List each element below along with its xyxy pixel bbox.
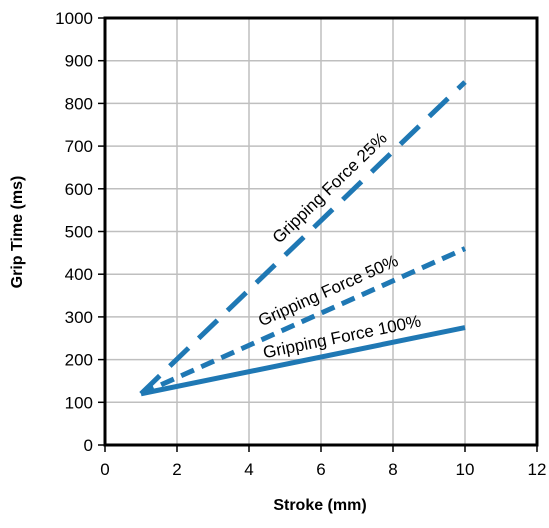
y-tick-label: 600 bbox=[65, 180, 93, 199]
series-line bbox=[140, 325, 466, 397]
plot-frame bbox=[103, 16, 539, 447]
y-tick-label: 0 bbox=[84, 436, 93, 455]
x-tick-label: 6 bbox=[316, 460, 325, 479]
series-labels: Gripping Force 25%Gripping Force 50%Grip… bbox=[255, 129, 422, 363]
y-tick-label: 1000 bbox=[55, 9, 93, 28]
y-tick-label: 300 bbox=[65, 308, 93, 327]
y-tick-label: 100 bbox=[65, 393, 93, 412]
x-tick-label: 8 bbox=[388, 460, 397, 479]
y-tick-label: 700 bbox=[65, 137, 93, 156]
y-tick-label: 200 bbox=[65, 351, 93, 370]
y-tick-labels: 0 100 200 300 400 500 600 700 800 900 1000 bbox=[55, 9, 93, 455]
y-tick-label: 500 bbox=[65, 223, 93, 242]
x-tick-label: 0 bbox=[100, 460, 109, 479]
x-tick-label: 4 bbox=[244, 460, 253, 479]
x-axis-title: Stroke (mm) bbox=[273, 497, 366, 514]
y-tick-label: 800 bbox=[65, 94, 93, 113]
series-line bbox=[139, 246, 467, 397]
x-tick-labels: 0 2 4 6 8 10 12 bbox=[100, 460, 546, 479]
y-tick-label: 400 bbox=[65, 265, 93, 284]
x-tick-label: 12 bbox=[528, 460, 547, 479]
series-label: Gripping Force 50% bbox=[255, 251, 401, 330]
y-tick-label: 900 bbox=[65, 52, 93, 71]
y-axis-title: Grip Time (ms) bbox=[9, 176, 26, 289]
series-lines bbox=[139, 80, 467, 397]
x-tick-label: 10 bbox=[456, 460, 475, 479]
series-line bbox=[139, 80, 467, 396]
x-tick-label: 2 bbox=[172, 460, 181, 479]
